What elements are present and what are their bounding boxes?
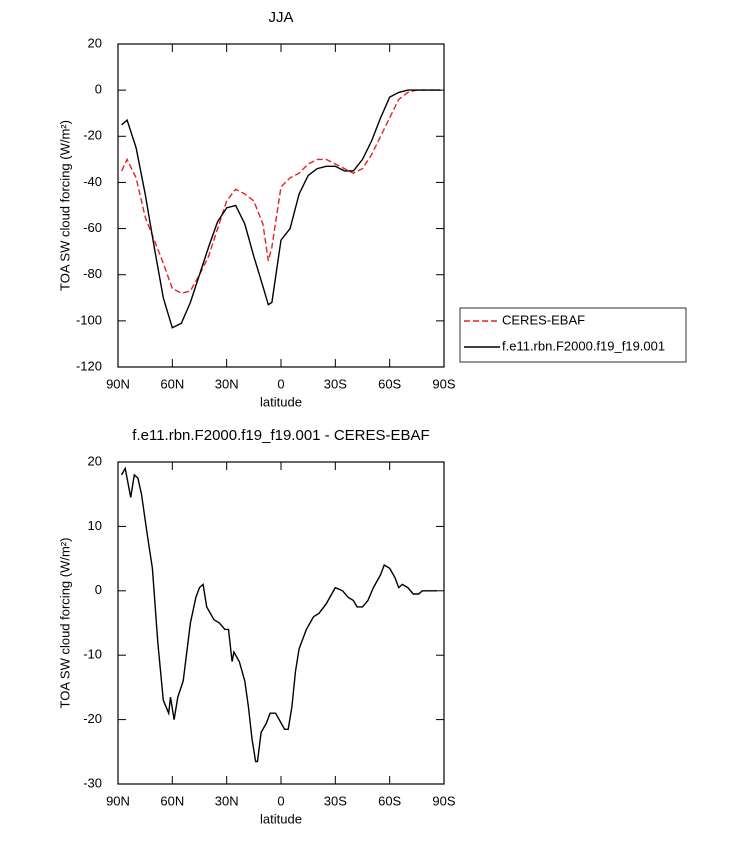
y-tick-label: -60 xyxy=(83,220,102,235)
y-tick-label: 10 xyxy=(88,518,102,533)
x-axis-label: latitude xyxy=(260,811,302,826)
y-tick-label: -100 xyxy=(76,312,102,327)
series-line xyxy=(121,89,441,329)
x-tick-label: 90N xyxy=(106,793,130,808)
y-tick-label: 0 xyxy=(95,582,102,597)
x-tick-label: 30S xyxy=(324,376,347,391)
x-tick-label: 60N xyxy=(160,793,184,808)
x-tick-label: 90S xyxy=(432,376,455,391)
y-tick-label: -10 xyxy=(83,647,102,662)
x-tick-label: 0 xyxy=(277,793,284,808)
y-tick-label: -40 xyxy=(83,174,102,189)
x-tick-label: 60N xyxy=(160,376,184,391)
x-tick-label: 30N xyxy=(215,376,239,391)
legend-label: CERES-EBAF xyxy=(502,312,585,327)
x-axis-label: latitude xyxy=(260,394,302,409)
plot-frame xyxy=(117,461,445,785)
x-tick-label: 30S xyxy=(324,793,347,808)
x-tick-label: 90N xyxy=(106,376,130,391)
series-line xyxy=(120,466,437,763)
series-line xyxy=(120,89,441,294)
y-tick-label: -120 xyxy=(76,358,102,373)
legend-label: f.e11.rbn.F2000.f19_f19.001 xyxy=(502,338,665,353)
plot-frame xyxy=(117,43,445,368)
y-tick-label: -30 xyxy=(83,775,102,790)
chart-title: JJA xyxy=(268,9,293,26)
y-tick-label: -80 xyxy=(83,266,102,281)
y-tick-label: 20 xyxy=(88,453,102,468)
y-tick-label: -20 xyxy=(83,711,102,726)
legend-box xyxy=(459,307,687,363)
y-tick-label: -20 xyxy=(83,128,102,143)
y-tick-label: 0 xyxy=(95,82,102,97)
y-axis-label: TOA SW cloud forcing (W/m²) xyxy=(57,538,72,709)
x-tick-label: 90S xyxy=(432,793,455,808)
x-tick-label: 30N xyxy=(215,793,239,808)
y-tick-label: 20 xyxy=(88,35,102,50)
x-tick-label: 0 xyxy=(277,376,284,391)
x-tick-label: 60S xyxy=(378,793,401,808)
y-axis-label: TOA SW cloud forcing (W/m²) xyxy=(57,120,72,291)
chart-title: f.e11.rbn.F2000.f19_f19.001 - CERES-EBAF xyxy=(132,427,429,444)
x-tick-label: 60S xyxy=(378,376,401,391)
